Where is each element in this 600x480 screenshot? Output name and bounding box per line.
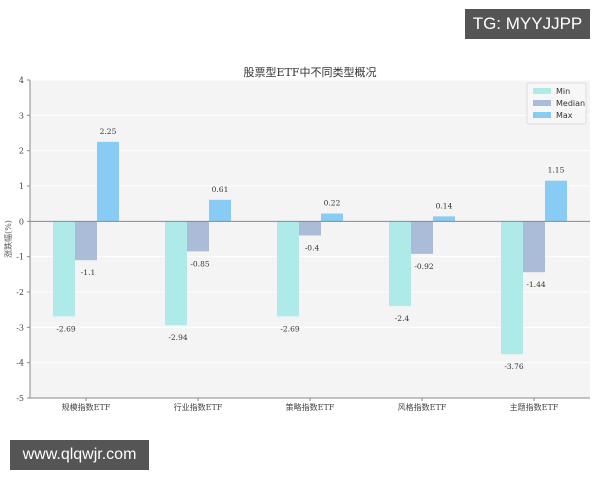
- bar-max: [433, 216, 455, 222]
- value-label: 1.15: [548, 166, 565, 175]
- y-axis-label: 涨跌幅(%): [3, 220, 13, 258]
- bar-min: [389, 221, 411, 307]
- value-label: -2.69: [56, 324, 75, 333]
- value-label: 2.25: [100, 127, 117, 136]
- legend: Min Median Max: [526, 82, 587, 125]
- bar-max: [321, 213, 343, 222]
- bar-median: [411, 221, 433, 254]
- plot-area: [30, 80, 590, 398]
- y-tick-label: -1: [16, 253, 24, 262]
- y-tick-label: 2: [19, 147, 24, 156]
- value-label: -3.76: [504, 362, 523, 371]
- value-label: 0.22: [324, 199, 341, 208]
- value-label: -1.1: [81, 268, 95, 277]
- value-label: 0.14: [436, 201, 453, 210]
- y-ticks: 4 3 2 1 0 -1 -2 -3 -4 -5: [16, 76, 30, 403]
- x-tick-label: 规模指数ETF: [62, 402, 111, 412]
- y-tick-label: 3: [19, 111, 24, 120]
- value-label: -1.44: [526, 280, 545, 289]
- bars: [53, 141, 567, 355]
- value-label: -2.4: [395, 314, 410, 323]
- bar-max: [545, 180, 567, 222]
- legend-label: Max: [556, 111, 573, 120]
- value-label: -0.92: [414, 262, 433, 271]
- legend-label: Min: [556, 87, 570, 96]
- watermark-website: www.qlqwjr.com: [10, 440, 149, 470]
- y-tick-label: 1: [19, 182, 24, 191]
- x-ticks: 规模指数ETF 行业指数ETF 策略指数ETF 风格指数ETF 主题指数ETF: [62, 398, 559, 412]
- x-tick-label: 策略指数ETF: [286, 402, 335, 412]
- value-labels: -2.69 -1.1 2.25 -2.94 -0.85 0.61 -2.69 -0.4 0.22…: [56, 127, 564, 371]
- bar-min: [501, 221, 523, 355]
- watermark-telegram: TG: MYYJJPP: [465, 9, 590, 39]
- value-label: -2.69: [280, 324, 299, 333]
- y-tick-label: -5: [16, 394, 24, 403]
- bar-min: [53, 221, 75, 317]
- bar-max: [97, 141, 119, 222]
- bar-median: [187, 221, 209, 252]
- x-tick-label: 风格指数ETF: [398, 402, 447, 412]
- legend-swatch: [533, 100, 551, 106]
- y-tick-label: 0: [19, 217, 24, 226]
- y-tick-label: -2: [16, 288, 24, 297]
- x-tick-label: 行业指数ETF: [174, 402, 223, 412]
- y-tick-label: 4: [19, 76, 24, 85]
- value-label: -0.85: [190, 259, 209, 268]
- legend-swatch: [533, 88, 551, 94]
- bar-median: [523, 221, 545, 273]
- legend-swatch: [533, 112, 551, 118]
- legend-label: Median: [556, 99, 585, 108]
- value-label: 0.61: [212, 185, 229, 194]
- chart-title: 股票型ETF中不同类型概况: [244, 65, 377, 79]
- y-tick-label: -3: [16, 323, 24, 332]
- y-tick-label: -4: [16, 359, 24, 368]
- bar-min: [277, 221, 299, 317]
- bar-median: [299, 221, 321, 236]
- x-tick-label: 主题指数ETF: [510, 402, 559, 412]
- value-label: -0.4: [305, 243, 320, 252]
- bar-median: [75, 221, 97, 261]
- bar-min: [165, 221, 187, 326]
- bar-max: [209, 199, 231, 222]
- value-label: -2.94: [168, 333, 187, 342]
